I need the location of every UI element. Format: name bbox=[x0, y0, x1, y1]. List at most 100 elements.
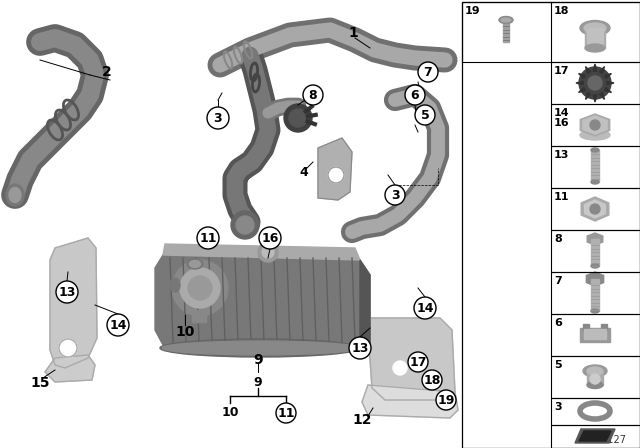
Polygon shape bbox=[579, 73, 586, 78]
Ellipse shape bbox=[585, 44, 605, 52]
Circle shape bbox=[107, 314, 129, 336]
Text: 11: 11 bbox=[277, 406, 295, 419]
Text: 8: 8 bbox=[308, 89, 317, 102]
Circle shape bbox=[588, 76, 602, 90]
Text: 13: 13 bbox=[554, 150, 570, 160]
Ellipse shape bbox=[160, 339, 360, 357]
Text: 6: 6 bbox=[411, 89, 419, 102]
Ellipse shape bbox=[189, 260, 200, 267]
Text: 19: 19 bbox=[465, 6, 481, 16]
Circle shape bbox=[207, 107, 229, 129]
Polygon shape bbox=[163, 244, 360, 260]
Text: 18: 18 bbox=[423, 374, 441, 387]
Circle shape bbox=[59, 339, 77, 357]
Polygon shape bbox=[318, 138, 352, 200]
Circle shape bbox=[590, 374, 600, 384]
Text: 9: 9 bbox=[253, 375, 262, 388]
Ellipse shape bbox=[499, 17, 513, 23]
Ellipse shape bbox=[584, 23, 606, 33]
Text: 12: 12 bbox=[352, 413, 372, 427]
Text: 5: 5 bbox=[554, 360, 562, 370]
Bar bbox=[583, 324, 589, 330]
Ellipse shape bbox=[591, 309, 599, 313]
Circle shape bbox=[590, 120, 600, 130]
Text: 19: 19 bbox=[437, 393, 454, 406]
Text: 4: 4 bbox=[300, 165, 308, 178]
Bar bbox=[591, 279, 599, 311]
Bar bbox=[587, 28, 603, 48]
Circle shape bbox=[385, 185, 405, 205]
Circle shape bbox=[408, 352, 428, 372]
Circle shape bbox=[289, 109, 307, 127]
Circle shape bbox=[303, 85, 323, 105]
Circle shape bbox=[349, 337, 371, 359]
Polygon shape bbox=[593, 64, 596, 71]
Polygon shape bbox=[584, 200, 605, 218]
Bar bbox=[551, 356, 640, 398]
Bar bbox=[462, 2, 640, 448]
Ellipse shape bbox=[591, 148, 599, 152]
Text: 3: 3 bbox=[214, 112, 222, 125]
Circle shape bbox=[393, 361, 407, 375]
Text: 8: 8 bbox=[554, 234, 562, 244]
Text: 3: 3 bbox=[554, 402, 562, 412]
Bar bbox=[551, 62, 640, 104]
Bar bbox=[601, 324, 607, 330]
Bar bbox=[551, 146, 640, 188]
Polygon shape bbox=[604, 87, 611, 92]
Text: 184127: 184127 bbox=[590, 435, 627, 445]
Circle shape bbox=[180, 268, 220, 308]
Circle shape bbox=[414, 297, 436, 319]
Text: 3: 3 bbox=[390, 189, 399, 202]
Polygon shape bbox=[600, 67, 605, 73]
Circle shape bbox=[436, 390, 456, 410]
Bar bbox=[551, 314, 640, 356]
Bar bbox=[551, 425, 640, 448]
Bar bbox=[587, 371, 603, 385]
Bar bbox=[551, 230, 640, 272]
Text: 14: 14 bbox=[554, 108, 570, 118]
Circle shape bbox=[236, 216, 254, 234]
Ellipse shape bbox=[580, 130, 610, 140]
Text: 15: 15 bbox=[30, 376, 50, 390]
Bar bbox=[551, 104, 640, 146]
Polygon shape bbox=[576, 81, 583, 85]
Circle shape bbox=[284, 104, 312, 132]
Text: 17: 17 bbox=[409, 356, 427, 369]
Ellipse shape bbox=[162, 341, 358, 355]
Ellipse shape bbox=[9, 188, 21, 202]
Ellipse shape bbox=[187, 259, 203, 269]
Polygon shape bbox=[575, 429, 615, 443]
Text: 13: 13 bbox=[58, 285, 76, 298]
Circle shape bbox=[590, 204, 600, 214]
Circle shape bbox=[259, 227, 281, 249]
Text: 17: 17 bbox=[554, 66, 570, 76]
Circle shape bbox=[258, 242, 278, 262]
Polygon shape bbox=[362, 385, 458, 418]
Ellipse shape bbox=[580, 21, 610, 35]
Text: 10: 10 bbox=[175, 325, 195, 339]
Bar bbox=[551, 398, 640, 425]
Bar bbox=[551, 188, 640, 230]
Circle shape bbox=[231, 211, 259, 239]
Polygon shape bbox=[155, 255, 370, 348]
Circle shape bbox=[56, 281, 78, 303]
Circle shape bbox=[415, 105, 435, 125]
Ellipse shape bbox=[591, 264, 599, 268]
Circle shape bbox=[418, 62, 438, 82]
Text: 6: 6 bbox=[554, 318, 562, 328]
Text: 1: 1 bbox=[348, 26, 358, 40]
Circle shape bbox=[422, 370, 442, 390]
Ellipse shape bbox=[587, 382, 603, 388]
Bar bbox=[585, 28, 605, 48]
Ellipse shape bbox=[6, 184, 24, 206]
Circle shape bbox=[262, 246, 274, 258]
Text: 11: 11 bbox=[199, 232, 217, 245]
Circle shape bbox=[172, 260, 228, 316]
Text: 7: 7 bbox=[424, 65, 433, 78]
Polygon shape bbox=[360, 260, 370, 348]
Text: 16: 16 bbox=[554, 118, 570, 128]
Circle shape bbox=[188, 276, 212, 300]
Ellipse shape bbox=[591, 180, 599, 184]
Bar bbox=[591, 239, 599, 266]
